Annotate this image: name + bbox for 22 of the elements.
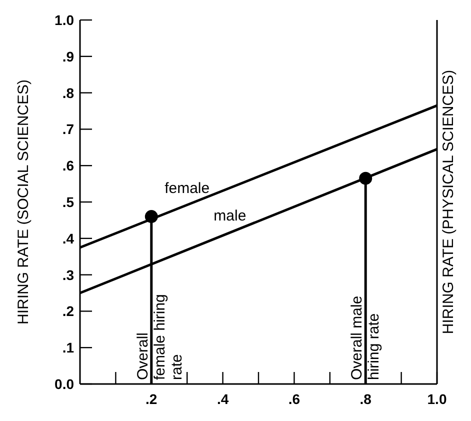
x-tick-label: .8 xyxy=(360,391,372,407)
y-tick-label: 0.0 xyxy=(54,376,74,392)
y2-axis-title: HIRING RATE (PHYSICAL SCIENCES) xyxy=(440,70,457,334)
x-tick-label: 1.0 xyxy=(427,391,447,407)
x-tick-label: .2 xyxy=(146,391,158,407)
y-axis-title: HIRING RATE (SOCIAL SCIENCES) xyxy=(15,79,32,325)
series-label: male xyxy=(214,208,246,225)
x-tick-label: .4 xyxy=(216,391,229,407)
y-tick-label: .4 xyxy=(62,230,74,246)
y-tick-label: .7 xyxy=(62,121,74,138)
y-tick-label: .1 xyxy=(62,340,74,356)
x-tick-label: .6 xyxy=(288,391,300,407)
y-tick-label: .5 xyxy=(62,194,74,210)
annotation: Overall male hiring rate xyxy=(348,296,383,380)
annotation: Overall female hiring rate xyxy=(134,294,186,380)
series-label: female xyxy=(164,180,210,197)
y-tick-label: .8 xyxy=(62,84,74,101)
y-tick-label: .9 xyxy=(62,48,74,64)
y-tick-label: .6 xyxy=(62,158,74,174)
y-tick-label: .2 xyxy=(62,303,74,320)
y-tick-label: 1.0 xyxy=(54,12,74,28)
y-tick-label: .3 xyxy=(62,266,74,283)
